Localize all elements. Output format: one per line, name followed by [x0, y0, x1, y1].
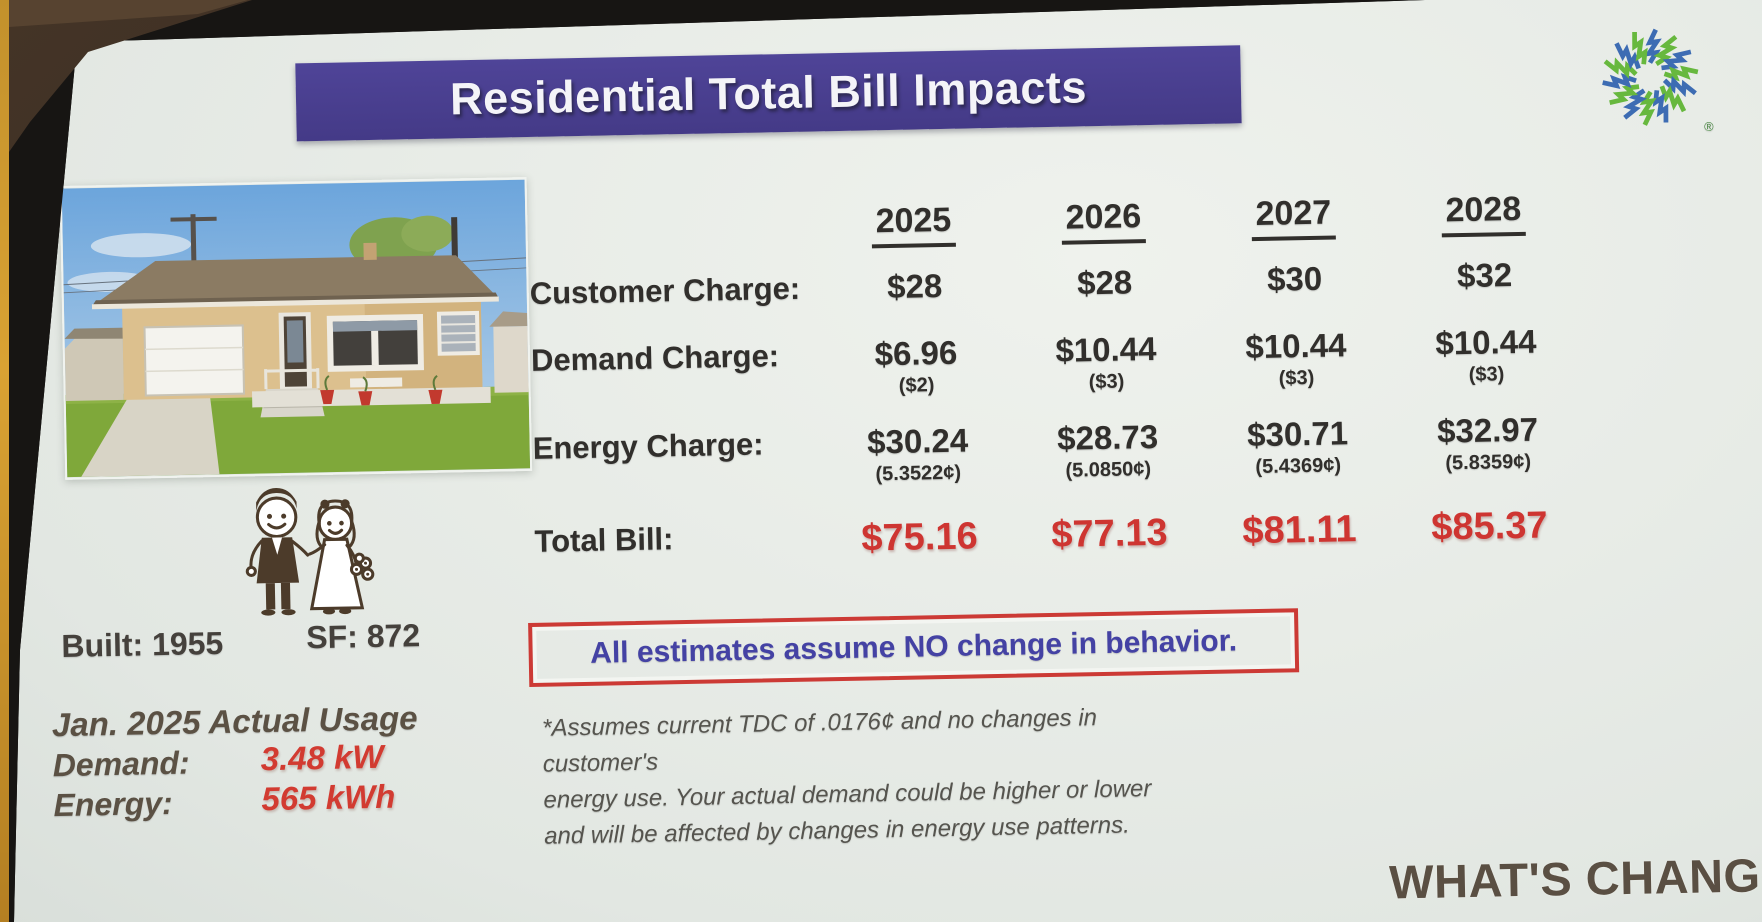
customer-charge-row: Customer Charge: $28 $28 $30 $32 — [519, 256, 1584, 313]
bill-table: 2025 2026 2027 2028 Customer Charge: $28… — [518, 189, 1589, 609]
year-2028: 2028 — [1441, 189, 1526, 238]
square-feet-label: SF: 872 — [305, 617, 421, 656]
slide-title: Residential Total Bill Impacts — [449, 61, 1088, 125]
energy-charge-value: $32.97 — [1436, 410, 1539, 450]
demand-charge-sub: ($3) — [1468, 363, 1505, 387]
demand-label: Demand: — [52, 744, 190, 784]
demand-charge-row: Demand Charge: $6.96 ($2) $10.44 ($3) $1… — [521, 323, 1586, 406]
customer-charge-value: $32 — [1456, 256, 1513, 295]
utility-starburst-logo: ® — [1581, 12, 1730, 147]
total-bill-value: $75.16 — [861, 515, 979, 560]
year-2027: 2027 — [1251, 193, 1336, 242]
callout-text: All estimates assume NO change in behavi… — [589, 624, 1238, 670]
demand-charge-sub: ($3) — [1088, 370, 1125, 394]
energy-label: Energy: — [53, 784, 173, 824]
whats-changing-banner: WHAT'S CHANGING — [1388, 846, 1762, 909]
house-photo-illustration — [61, 179, 531, 478]
energy-charge-value: $30.24 — [866, 421, 969, 461]
customer-charge-value: $28 — [1076, 263, 1133, 302]
total-bill-value: $77.13 — [1050, 511, 1168, 556]
demand-charge-label: Demand Charge: — [530, 338, 780, 378]
registered-mark: ® — [1704, 119, 1714, 134]
energy-charge-row: Energy Charge: $30.24 (5.3522¢) $28.73 (… — [522, 411, 1587, 494]
energy-value: 565 kWh — [261, 777, 396, 818]
tdc-footnote: *Assumes current TDC of .0176¢ and no ch… — [541, 704, 1152, 850]
demand-charge-value: $10.44 — [1055, 329, 1157, 369]
bride-groom-icon — [245, 487, 375, 616]
year-header-row: 2025 2026 2027 2028 — [518, 189, 1583, 255]
customer-charge-value: $28 — [886, 267, 943, 306]
demand-charge-value: $6.96 — [874, 333, 958, 373]
demand-value: 3.48 kW — [260, 737, 384, 778]
title-bar: Residential Total Bill Impacts — [295, 45, 1242, 142]
demand-charge-value: $10.44 — [1245, 326, 1347, 366]
total-bill-value: $81.11 — [1241, 508, 1357, 553]
energy-charge-label: Energy Charge: — [532, 426, 764, 466]
no-change-callout-box: All estimates assume NO change in behavi… — [528, 608, 1300, 688]
energy-charge-value: $30.71 — [1246, 414, 1349, 454]
built-year-label: Built: 1955 — [61, 624, 224, 664]
house-photo — [59, 176, 533, 480]
total-bill-value: $85.37 — [1430, 504, 1548, 549]
energy-charge-sub: (5.8359¢) — [1445, 451, 1532, 475]
year-2025: 2025 — [871, 200, 956, 249]
demand-charge-sub: ($3) — [1278, 367, 1315, 390]
couple-clipart — [225, 478, 400, 633]
energy-charge-value: $28.73 — [1056, 417, 1159, 457]
energy-charge-sub: (5.4369¢) — [1255, 454, 1342, 479]
total-bill-label: Total Bill: — [534, 521, 674, 559]
energy-charge-sub: (5.0850¢) — [1065, 458, 1152, 482]
energy-charge-sub: (5.3522¢) — [875, 461, 962, 486]
wall-edge-strip — [0, 0, 9, 922]
customer-charge-value: $30 — [1266, 259, 1323, 298]
starburst-logo-icon: ® — [1602, 28, 1714, 134]
year-2026: 2026 — [1061, 197, 1146, 245]
demand-charge-sub: ($2) — [898, 374, 935, 398]
customer-charge-label: Customer Charge: — [529, 270, 801, 311]
demand-charge-value: $10.44 — [1435, 322, 1537, 362]
total-bill-row: Total Bill: $75.16 $77.13 $81.11 $85.37 — [524, 504, 1589, 567]
